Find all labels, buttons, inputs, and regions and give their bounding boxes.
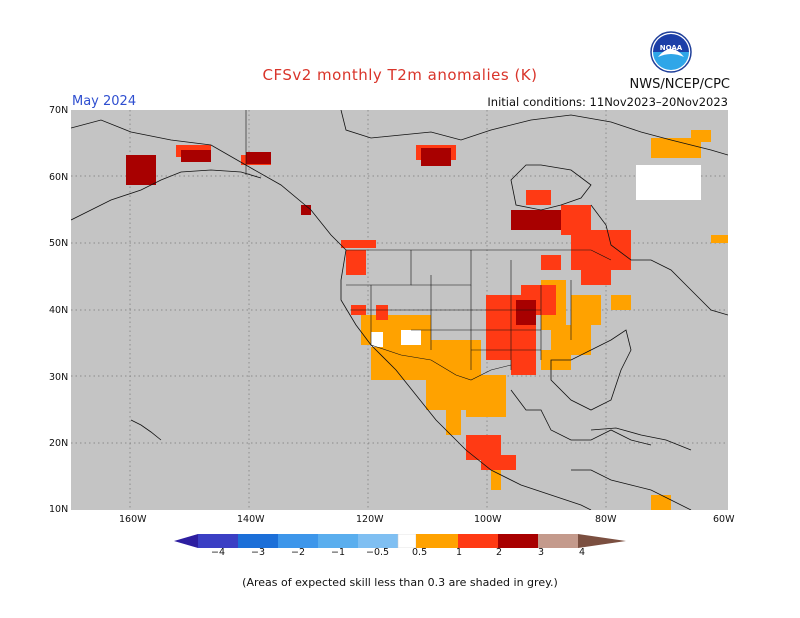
chart-title: CFSv2 monthly T2m anomalies (K) xyxy=(262,66,538,84)
colorbar-label: −3 xyxy=(251,547,266,558)
logo-text: NOAA xyxy=(660,44,683,52)
initial-conditions: Initial conditions: 11Nov2023–20Nov2023 xyxy=(487,95,728,109)
lon-label: 140W xyxy=(237,514,265,525)
anomaly-cells-near-zero xyxy=(371,165,701,347)
lon-label: 120W xyxy=(356,514,384,525)
colorbar-label: −4 xyxy=(211,547,226,558)
colorbar-label: −1 xyxy=(331,547,346,558)
colorbar-swatch xyxy=(538,534,578,548)
colorbar-label: 3 xyxy=(538,547,545,558)
lon-label: 80W xyxy=(595,514,617,525)
colorbar-swatch xyxy=(498,534,538,548)
colorbar-low-arrow xyxy=(174,534,198,548)
colorbar-label: 1 xyxy=(456,547,463,558)
colorbar-swatch xyxy=(397,534,417,548)
colorbar-label: −2 xyxy=(291,547,306,558)
colorbar xyxy=(174,534,626,548)
colorbar-swatch xyxy=(416,534,458,548)
anomaly-map xyxy=(71,110,728,510)
lat-label: 30N xyxy=(49,372,69,383)
anomaly-cells-2-3 xyxy=(126,148,561,325)
colorbar-label: 4 xyxy=(579,547,586,558)
colorbar-high-arrow xyxy=(578,534,626,548)
lat-label: 70N xyxy=(49,105,69,116)
colorbar-swatch xyxy=(278,534,318,548)
lon-label: 60W xyxy=(713,514,735,525)
lat-label: 40N xyxy=(49,305,69,316)
noaa-logo: NOAA xyxy=(650,31,692,73)
lat-label: 50N xyxy=(49,238,69,249)
colorbar-swatch xyxy=(358,534,398,548)
lat-label: 60N xyxy=(49,172,69,183)
colorbar-swatch xyxy=(318,534,358,548)
colorbar-label: −0.5 xyxy=(366,547,390,558)
colorbar-swatch xyxy=(238,534,278,548)
lat-label: 20N xyxy=(49,438,69,449)
lon-label: 160W xyxy=(119,514,147,525)
lat-label: 10N xyxy=(49,504,69,515)
colorbar-label: 2 xyxy=(496,547,503,558)
colorbar-swatch xyxy=(198,534,238,548)
lon-label: 100W xyxy=(474,514,502,525)
colorbar-swatch xyxy=(458,534,498,548)
political-borders xyxy=(245,110,612,381)
colorbar-label: 0.5 xyxy=(412,547,428,558)
forecast-month: May 2024 xyxy=(72,94,137,109)
agency-credit: NWS/NCEP/CPC xyxy=(629,77,730,92)
skill-footnote: (Areas of expected skill less than 0.3 a… xyxy=(242,576,558,589)
coastlines xyxy=(71,110,728,510)
